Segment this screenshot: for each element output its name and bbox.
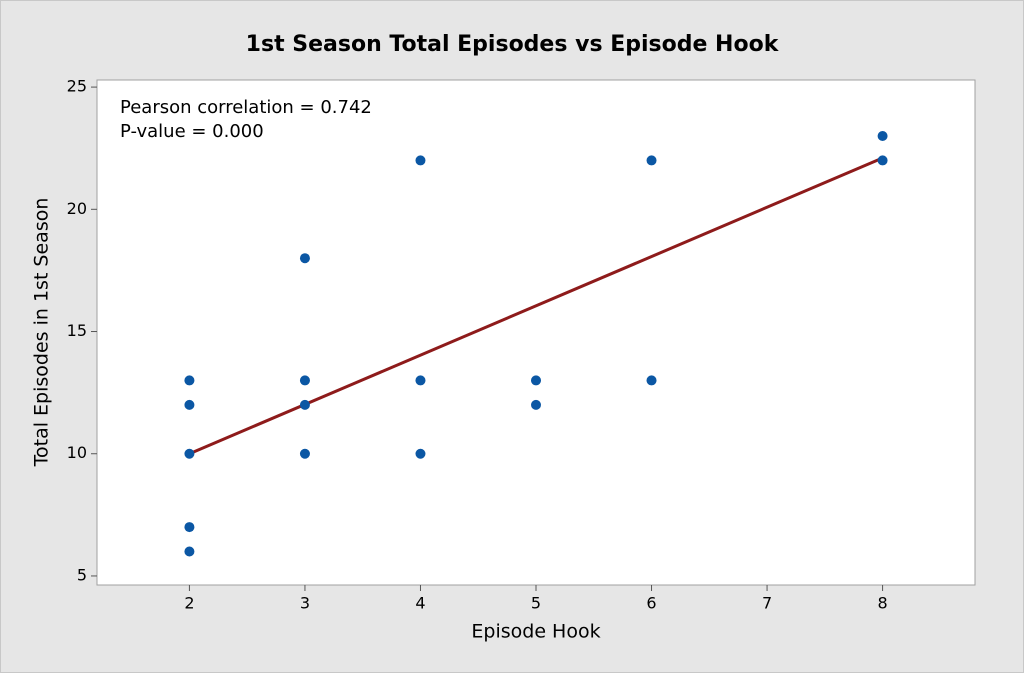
x-tick-label: 6: [646, 594, 656, 613]
y-axis-label: Total Episodes in 1st Season: [31, 198, 53, 468]
y-tick-label: 5: [77, 565, 87, 584]
chart-title: 1st Season Total Episodes vs Episode Hoo…: [246, 32, 780, 57]
plot-area: [96, 79, 976, 586]
x-tick-label: 2: [184, 594, 194, 613]
point: [184, 522, 195, 533]
point: [646, 155, 657, 166]
point: [184, 375, 195, 386]
x-axis-label: Episode Hook: [471, 621, 600, 643]
x-tick-label: 5: [531, 594, 541, 613]
y-tick-label: 25: [67, 77, 87, 96]
point: [877, 155, 888, 166]
point: [184, 546, 195, 557]
point: [299, 448, 310, 459]
point: [299, 253, 310, 264]
annotation: Pearson correlation = 0.742: [120, 97, 372, 118]
point: [531, 399, 541, 410]
point: [531, 375, 541, 386]
point: [184, 399, 195, 410]
point: [415, 448, 426, 459]
x-tick-label: 3: [300, 594, 310, 613]
y-tick-label: 10: [67, 443, 87, 462]
point: [184, 448, 195, 459]
y-tick-label: 15: [67, 321, 87, 340]
x-tick-label: 7: [762, 594, 772, 613]
point: [415, 375, 426, 386]
x-tick-label: 4: [415, 594, 425, 613]
y-tick-label: 20: [67, 199, 87, 218]
point: [299, 399, 310, 410]
point: [299, 375, 310, 386]
point: [646, 375, 657, 386]
point: [877, 130, 888, 141]
x-tick-label: 8: [877, 594, 887, 613]
annotation: P-value = 0.000: [120, 121, 264, 142]
point: [415, 155, 426, 166]
